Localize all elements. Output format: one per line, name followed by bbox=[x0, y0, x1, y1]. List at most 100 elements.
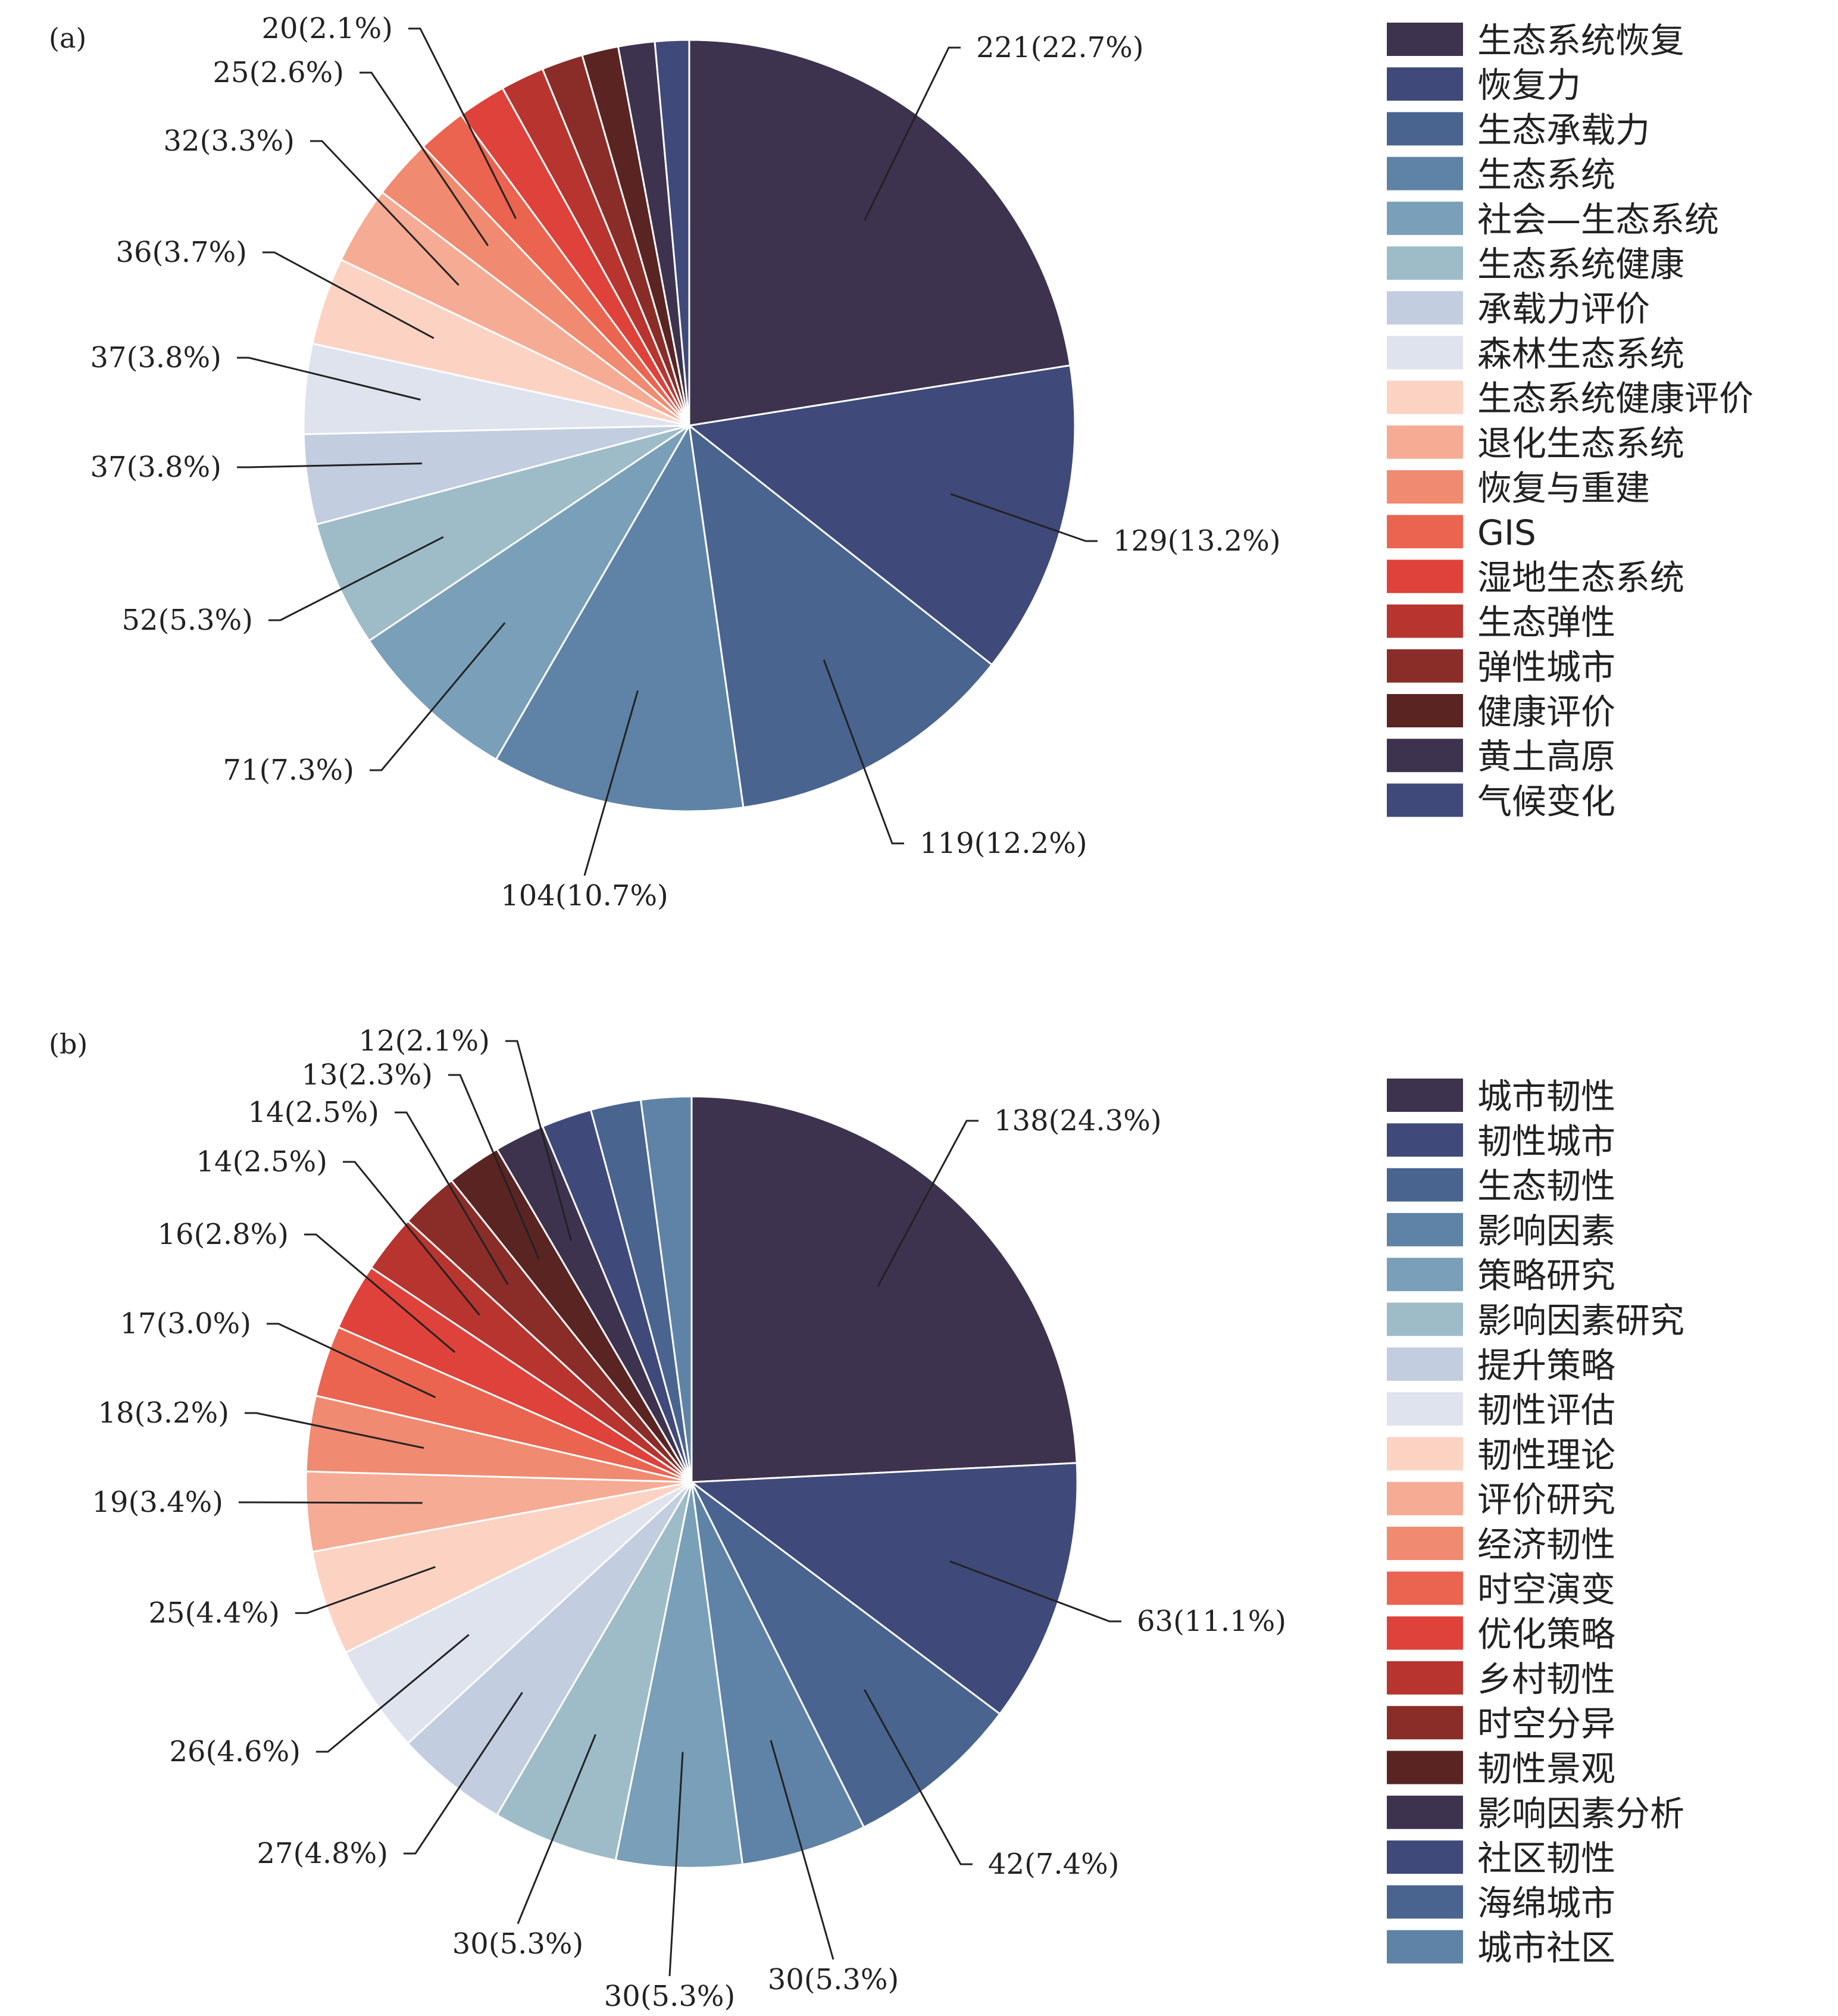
leader-line bbox=[268, 536, 444, 621]
pie-slice bbox=[689, 1462, 1079, 1715]
legend-label: 韧性理论 bbox=[1477, 1434, 1615, 1475]
pie-slice bbox=[690, 1481, 1001, 1829]
slice-data-label: 36(3.7%) bbox=[116, 236, 247, 269]
legend-swatch bbox=[1387, 67, 1463, 101]
slice-data-label: 25(2.6%) bbox=[213, 56, 344, 89]
slice-data-label: 19(3.4%) bbox=[92, 1486, 223, 1519]
leader-line bbox=[505, 1040, 572, 1241]
slice-data-label: 104(10.7%) bbox=[501, 879, 668, 912]
legend-label: 生态韧性 bbox=[1477, 1166, 1615, 1207]
leader-line bbox=[310, 140, 460, 286]
legend-label: 恢复力 bbox=[1477, 65, 1581, 105]
panel-label: (a) bbox=[49, 22, 86, 54]
legend-label: 时空演变 bbox=[1477, 1569, 1615, 1609]
legend-swatch bbox=[1387, 649, 1463, 683]
slice-data-label: 27(4.8%) bbox=[257, 1837, 388, 1870]
legend-label: 影响因素分析 bbox=[1477, 1793, 1684, 1834]
pie-slice bbox=[688, 39, 1071, 427]
legend-label: 气候变化 bbox=[1477, 781, 1615, 821]
legend-swatch bbox=[1387, 1795, 1463, 1829]
pie-slice bbox=[690, 1095, 1078, 1483]
legend-label: 弹性城市 bbox=[1477, 647, 1615, 687]
legend-label: 退化生态系统 bbox=[1477, 423, 1684, 464]
legend-swatch bbox=[1387, 1168, 1463, 1202]
leader-line bbox=[408, 27, 517, 219]
legend-label: 生态系统健康评价 bbox=[1477, 379, 1753, 419]
pie-slice bbox=[368, 424, 690, 761]
legend-label: 承载力评价 bbox=[1477, 289, 1650, 329]
legend-swatch bbox=[1387, 694, 1463, 727]
pie-slice bbox=[687, 364, 1076, 666]
leader-line bbox=[770, 1740, 834, 1960]
leader-line bbox=[370, 622, 506, 771]
legend-swatch bbox=[1387, 1840, 1463, 1874]
leader-line bbox=[343, 1161, 480, 1316]
slice-data-label: 14(2.5%) bbox=[248, 1096, 379, 1129]
slice-data-label: 30(5.3%) bbox=[768, 1963, 899, 1996]
slice-data-label: 13(2.3%) bbox=[302, 1058, 433, 1092]
legend-swatch bbox=[1387, 1661, 1463, 1695]
legend: 城市韧性韧性城市生态韧性影响因素策略研究影响因素研究提升策略韧性评估韧性理论评价… bbox=[1387, 1076, 1684, 1968]
legend-label: 韧性评估 bbox=[1477, 1390, 1615, 1430]
legend-swatch bbox=[1387, 1481, 1463, 1515]
legend-swatch bbox=[1387, 1123, 1463, 1157]
legend-label: 健康评价 bbox=[1477, 692, 1615, 732]
slice-data-label: 16(2.8%) bbox=[158, 1218, 289, 1251]
legend-swatch bbox=[1387, 1885, 1463, 1919]
legend-label: 湿地生态系统 bbox=[1477, 557, 1684, 598]
legend-label: 策略研究 bbox=[1477, 1255, 1615, 1296]
legend-swatch bbox=[1387, 1212, 1463, 1246]
slice-data-label: 30(5.3%) bbox=[604, 1980, 735, 2013]
legend-label: 生态弹性 bbox=[1477, 602, 1615, 643]
legend-label: 生态系统健康 bbox=[1477, 244, 1684, 285]
pie-slice bbox=[344, 1481, 693, 1745]
legend-swatch bbox=[1387, 560, 1463, 593]
legend-label: 提升策略 bbox=[1477, 1345, 1615, 1386]
slice-data-label: 37(3.8%) bbox=[90, 451, 221, 484]
leader-line bbox=[304, 1233, 456, 1354]
slice-data-label: 12(2.1%) bbox=[359, 1024, 490, 1058]
leader-line bbox=[239, 1501, 423, 1504]
pie-slice bbox=[690, 1481, 865, 1866]
legend-swatch bbox=[1387, 112, 1463, 146]
legend-label: 生态系统 bbox=[1477, 155, 1615, 195]
slice-data-label: 119(12.2%) bbox=[920, 827, 1087, 860]
legend-label: GIS bbox=[1477, 512, 1536, 553]
leader-line bbox=[949, 1560, 1121, 1623]
legend-label: 乡村韧性 bbox=[1477, 1659, 1615, 1699]
leader-line bbox=[237, 357, 421, 401]
legend-label: 恢复与重建 bbox=[1477, 468, 1650, 508]
legend-label: 优化策略 bbox=[1477, 1614, 1615, 1655]
legend-swatch bbox=[1387, 739, 1463, 773]
legend-swatch bbox=[1387, 783, 1463, 817]
legend-label: 生态系统恢复 bbox=[1477, 20, 1684, 61]
slice-data-label: 129(13.2%) bbox=[1113, 524, 1281, 558]
legend-label: 时空分异 bbox=[1477, 1704, 1615, 1744]
slice-data-label: 37(3.8%) bbox=[90, 341, 221, 374]
legend-swatch bbox=[1387, 604, 1463, 638]
leader-line bbox=[823, 659, 904, 845]
slice-data-label: 32(3.3%) bbox=[164, 124, 295, 158]
legend-label: 生态承载力 bbox=[1477, 110, 1650, 150]
leader-line bbox=[262, 251, 435, 339]
legend-label: 韧性景观 bbox=[1477, 1749, 1615, 1789]
legend-swatch bbox=[1387, 1347, 1463, 1381]
legend-swatch bbox=[1387, 1437, 1463, 1471]
pie-slice bbox=[311, 1481, 692, 1654]
legend-label: 城市社区 bbox=[1477, 1928, 1615, 1968]
slice-data-label: 26(4.6%) bbox=[170, 1735, 301, 1768]
slice-data-label: 17(3.0%) bbox=[120, 1307, 251, 1340]
pie-chart-b: (b) 138(24.3%) 63(11.1%) 42(7.4%) 30(5.3%) 30… bbox=[49, 1024, 1684, 2013]
legend-swatch bbox=[1387, 246, 1463, 280]
pie-slice bbox=[495, 1481, 693, 1862]
legend-label: 韧性城市 bbox=[1477, 1121, 1615, 1161]
slice-data-label: 71(7.3%) bbox=[223, 754, 354, 787]
legend-label: 黄土高原 bbox=[1477, 736, 1615, 777]
pie-slice bbox=[315, 424, 690, 642]
legend-label: 经济韧性 bbox=[1477, 1524, 1615, 1565]
pie-slice bbox=[614, 1481, 744, 1869]
legend-swatch bbox=[1387, 1751, 1463, 1784]
legend-swatch bbox=[1387, 1392, 1463, 1426]
pie-slice bbox=[639, 1095, 693, 1483]
slice-data-label: 25(4.4%) bbox=[149, 1596, 280, 1630]
